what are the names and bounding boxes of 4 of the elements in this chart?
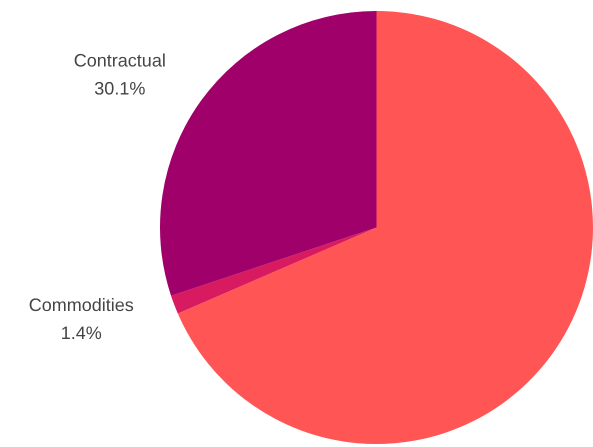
- slice-label: Contractual: [74, 50, 166, 70]
- data-label: 30.1%: [94, 78, 146, 98]
- data-label: 1.4%: [60, 323, 102, 344]
- slice-label: Commodities: [28, 295, 134, 316]
